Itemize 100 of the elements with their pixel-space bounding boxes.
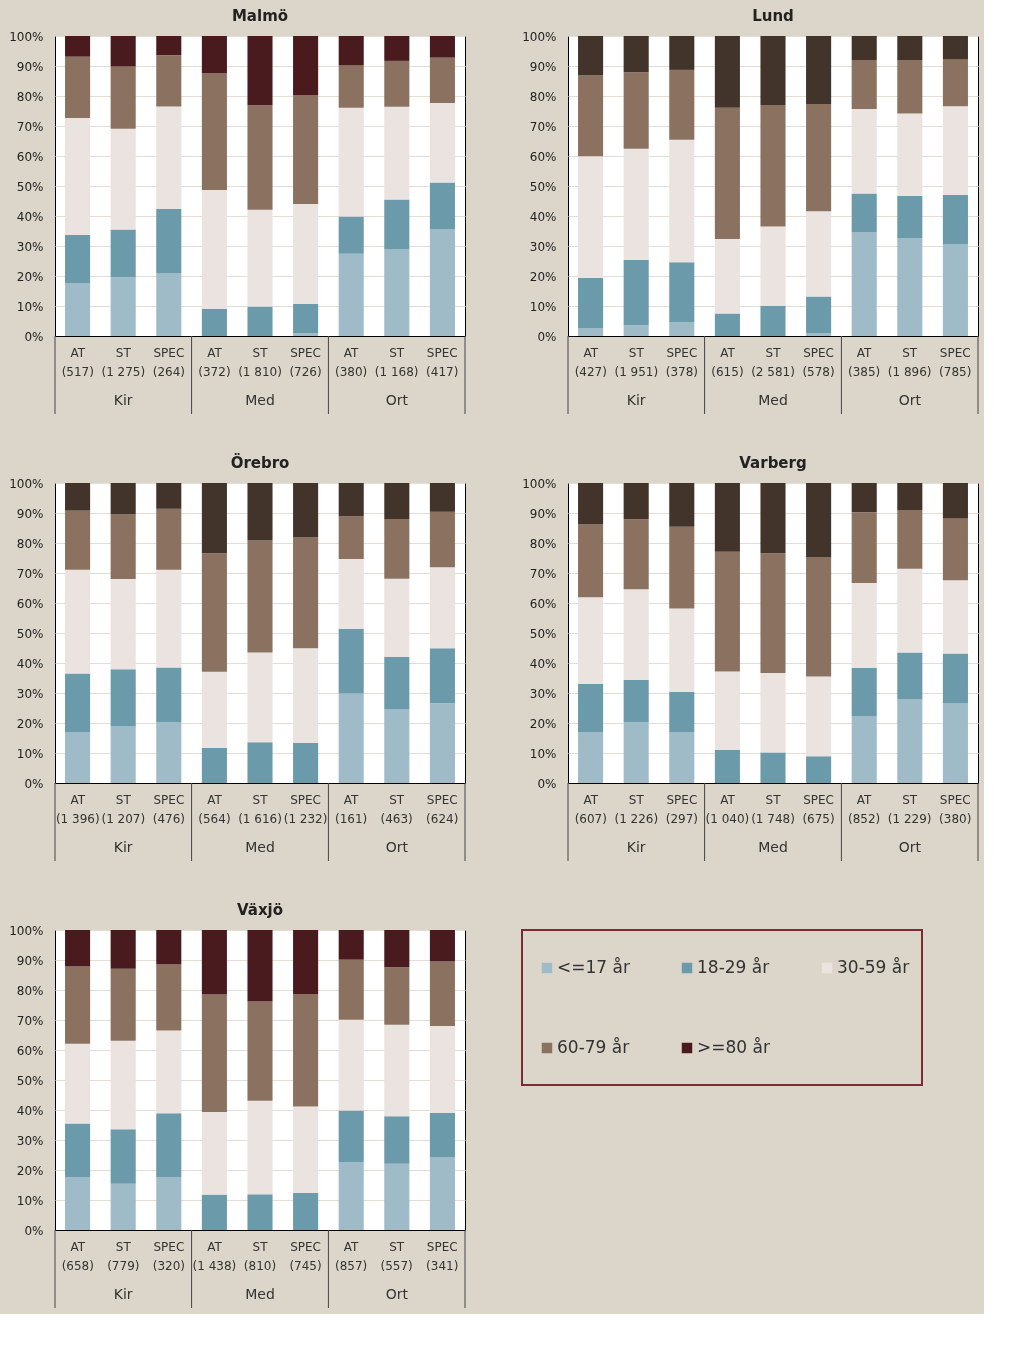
- x-tick-label: SPEC (785): [939, 346, 972, 379]
- bar: [669, 526, 695, 609]
- bar: [338, 930, 364, 960]
- y-tick-label: 50%: [16, 179, 44, 194]
- x-tick-label: ST (1 229): [887, 793, 932, 826]
- y-tick-label: 10%: [16, 299, 44, 314]
- bar: [156, 483, 182, 509]
- bar: [338, 1161, 364, 1230]
- x-tick-label: AT (857): [334, 1240, 368, 1273]
- text: Ort: [898, 392, 922, 408]
- x-tick-label: SPEC (320): [152, 1240, 186, 1273]
- bar: [110, 1183, 136, 1230]
- bar: [110, 229, 136, 278]
- bar: [247, 1194, 273, 1230]
- bar: [806, 756, 832, 783]
- bar: [851, 60, 877, 109]
- x-tick-label: AT (385): [847, 346, 881, 379]
- y-tick-label: 50%: [529, 179, 557, 194]
- bar: [110, 66, 136, 129]
- x-tick-label: AT (1 040): [705, 793, 750, 826]
- bar: [156, 209, 182, 273]
- text: Ort: [385, 839, 409, 855]
- bar: [338, 65, 364, 108]
- bar: [806, 557, 832, 677]
- y-tick-label: 0%: [24, 776, 44, 791]
- y-tick-label: 50%: [16, 1073, 44, 1088]
- bar: [429, 36, 455, 58]
- y-tick-label: 100%: [9, 923, 44, 938]
- text: Ort: [898, 839, 922, 855]
- x-tick-label: ST (1 810): [238, 346, 282, 379]
- bar: [429, 648, 455, 704]
- bar: [760, 36, 786, 105]
- bar: [110, 1129, 136, 1184]
- bar: [201, 308, 227, 336]
- bar: [623, 72, 649, 149]
- bar: [384, 1116, 410, 1164]
- bar: [429, 57, 455, 103]
- x-tick-label: ST (1 168): [374, 346, 419, 379]
- x-tick-label: ST (1 275): [101, 346, 146, 379]
- bar: [156, 667, 182, 723]
- y-tick-label: 20%: [16, 269, 44, 284]
- y-tick-label: 90%: [16, 953, 44, 968]
- y-tick-label: 90%: [16, 59, 44, 74]
- bar: [623, 722, 649, 783]
- bar: [760, 483, 786, 554]
- bar: [897, 699, 923, 783]
- x-tick-label: AT (517): [61, 346, 94, 379]
- bar: [110, 669, 136, 727]
- bar: [714, 36, 740, 108]
- bar: [851, 232, 877, 336]
- bar: [156, 1113, 182, 1178]
- bar: [156, 273, 182, 336]
- x-tick-label: SPEC (624): [426, 793, 459, 826]
- bar: [897, 652, 923, 700]
- bar: [338, 216, 364, 254]
- bar: [65, 56, 91, 118]
- bar: [669, 691, 695, 732]
- y-tick-label: 80%: [529, 89, 557, 104]
- bar: [65, 930, 91, 967]
- y-tick-label: 20%: [16, 1163, 44, 1178]
- y-tick-label: 70%: [529, 119, 557, 134]
- bar: [578, 328, 604, 336]
- bar: [942, 483, 968, 519]
- y-tick-label: 100%: [9, 29, 44, 44]
- y-tick-label: 70%: [529, 566, 557, 581]
- x-tick-label: AT (161): [334, 793, 368, 826]
- x-tick-label: SPEC (378): [665, 346, 699, 379]
- bar: [110, 968, 136, 1041]
- bar: [201, 994, 227, 1113]
- text: Med: [245, 392, 275, 408]
- x-tick-label: ST (463): [380, 793, 413, 826]
- bar: [338, 516, 364, 559]
- y-tick-label: 70%: [16, 119, 44, 134]
- bar: [247, 306, 273, 336]
- x-tick-label: SPEC (297): [665, 793, 699, 826]
- y-tick-label: 10%: [529, 299, 557, 314]
- bar: [578, 483, 604, 525]
- y-tick-label: 30%: [16, 239, 44, 254]
- chart-title: Lund: [752, 7, 794, 25]
- y-tick-label: 100%: [522, 476, 557, 491]
- text: Med: [245, 1286, 275, 1302]
- y-tick-label: 80%: [16, 983, 44, 998]
- bar: [760, 305, 786, 336]
- bar: [851, 716, 877, 783]
- legend-label: >=80 år: [697, 1037, 770, 1057]
- bar: [201, 747, 227, 783]
- bar: [384, 930, 410, 968]
- x-tick-label: ST (810): [243, 1240, 277, 1273]
- bar: [293, 333, 319, 336]
- x-tick-label: ST (1 226): [614, 793, 659, 826]
- x-tick-label: SPEC (578): [802, 346, 835, 379]
- chart-title: Växjö: [236, 901, 284, 919]
- y-tick-label: 40%: [529, 209, 557, 224]
- bar: [851, 483, 877, 513]
- x-tick-label: SPEC (675): [802, 793, 835, 826]
- bar: [760, 553, 786, 673]
- bar: [806, 296, 832, 334]
- y-tick-label: 30%: [529, 686, 557, 701]
- bar: [942, 59, 968, 107]
- bar: [851, 667, 877, 717]
